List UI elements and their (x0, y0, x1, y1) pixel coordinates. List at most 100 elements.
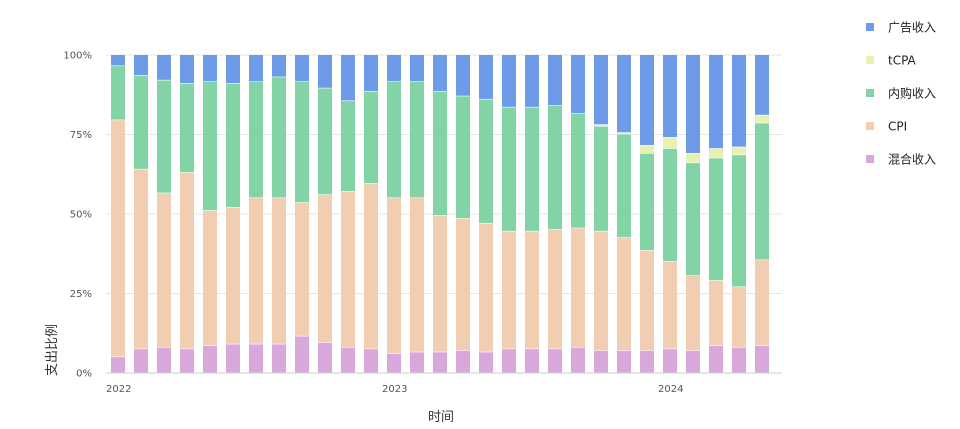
bar-segment (479, 99, 493, 223)
bar-segment (571, 55, 585, 114)
bar-segment (663, 349, 677, 373)
bar-segment (180, 55, 194, 84)
bar-segment (433, 352, 447, 373)
y-tick-label: 50% (70, 210, 92, 221)
bar-segment (548, 349, 562, 373)
bar-segment (732, 347, 746, 373)
y-tick-label: 75% (70, 130, 92, 141)
bar-segment (134, 75, 148, 169)
y-axis-title: 支出比例 (45, 324, 60, 376)
bar-segment (157, 193, 171, 347)
bar-segment (249, 82, 263, 198)
bars (111, 55, 769, 373)
bar-segment (755, 55, 769, 115)
legend-swatch (866, 56, 874, 64)
bar-segment (134, 55, 148, 76)
bar-segment (709, 158, 723, 281)
bar-segment (502, 107, 516, 231)
bar-segment (709, 280, 723, 346)
bar-segment (594, 124, 608, 126)
bar-segment (479, 55, 493, 99)
bar-segment (387, 82, 401, 198)
bar-segment (732, 55, 746, 147)
bar-segment (272, 77, 286, 198)
bar-segment (387, 198, 401, 354)
bar-segment (548, 229, 562, 349)
bar-segment (479, 352, 493, 373)
bar-segment (686, 350, 700, 373)
bar-segment (295, 202, 309, 336)
bar-segment (594, 231, 608, 351)
bar-segment (341, 101, 355, 192)
bar-segment (387, 353, 401, 373)
bar-segment (640, 350, 654, 373)
bar-segment (295, 82, 309, 203)
bar-segment (548, 55, 562, 106)
bar-segment (502, 55, 516, 107)
bar-segment (571, 113, 585, 228)
bar-segment (456, 218, 470, 351)
bar-segment (111, 120, 125, 357)
legend-label: tCPA (888, 54, 917, 68)
legend-label: CPI (888, 120, 907, 134)
bar-segment (410, 198, 424, 352)
bar-segment (502, 349, 516, 373)
bar-segment (456, 96, 470, 219)
legend-swatch (866, 122, 874, 130)
bar-segment (249, 344, 263, 373)
bar-segment (318, 194, 332, 343)
legend-swatch (866, 155, 874, 163)
y-tick-label: 25% (70, 289, 92, 300)
bar-segment (617, 55, 631, 133)
bar-segment (111, 55, 125, 66)
bar-segment (640, 145, 654, 153)
bar-segment (180, 83, 194, 173)
bar-segment (732, 155, 746, 287)
legend-swatch (866, 89, 874, 97)
bar-segment (640, 250, 654, 351)
bar-segment (364, 91, 378, 184)
bar-segment (548, 105, 562, 230)
bar-segment (663, 137, 677, 149)
bar-segment (203, 82, 217, 211)
bar-segment (226, 207, 240, 344)
bar-segment (686, 55, 700, 153)
bar-segment (502, 231, 516, 349)
legend: 广告收入 tCPA 内购收入 CPI 混合收入 (866, 21, 936, 167)
bar-segment (571, 347, 585, 373)
bar-segment (617, 132, 631, 134)
bar-segment (755, 260, 769, 346)
bar-segment (341, 347, 355, 373)
bar-segment (157, 80, 171, 193)
bar-segment (663, 261, 677, 349)
bar-segment (755, 115, 769, 123)
bar-segment (295, 55, 309, 82)
bar-segment (111, 357, 125, 373)
bar-segment (686, 276, 700, 351)
bar-segment (479, 223, 493, 352)
bar-segment (318, 55, 332, 88)
y-tick-labels: 0% 25% 50% 75% 100% (63, 51, 92, 380)
bar-segment (180, 349, 194, 373)
bar-segment (249, 55, 263, 82)
x-axis-title: 时间 (428, 410, 454, 425)
bar-segment (525, 107, 539, 231)
bar-segment (226, 55, 240, 84)
bar-segment (617, 134, 631, 238)
bar-segment (341, 55, 355, 101)
bar-segment (709, 55, 723, 149)
bar-segment (456, 350, 470, 373)
bar-segment (709, 148, 723, 158)
bar-segment (755, 345, 769, 373)
bar-segment (594, 126, 608, 231)
bar-segment (686, 163, 700, 276)
bar-segment (180, 172, 194, 349)
bar-segment (433, 91, 447, 215)
bar-segment (157, 55, 171, 80)
bar-segment (272, 55, 286, 77)
bar-segment (157, 347, 171, 373)
bar-segment (663, 55, 677, 138)
bar-segment (617, 350, 631, 373)
bar-segment (755, 123, 769, 260)
